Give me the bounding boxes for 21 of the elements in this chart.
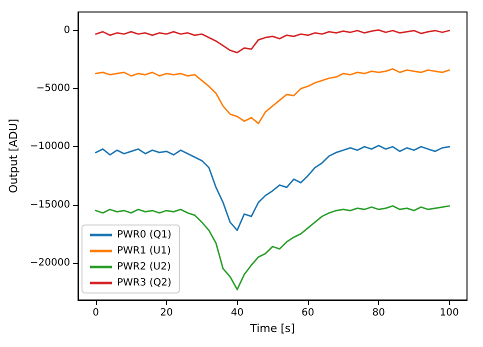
x-tick-label: 100	[440, 308, 459, 318]
legend-label: PWR2 (U2)	[117, 262, 171, 272]
line-series	[95, 205, 450, 290]
y-tick-label: −5000	[36, 83, 70, 94]
y-tick-label: −20000	[30, 257, 70, 268]
x-axis-title: Time [s]	[249, 322, 295, 335]
y-tick-label: −10000	[30, 141, 70, 152]
legend-label: PWR0 (Q1)	[117, 230, 172, 240]
line-series	[95, 144, 450, 232]
y-tick-label: −15000	[30, 199, 70, 210]
legend-label: PWR1 (U1)	[117, 246, 171, 256]
x-tick-label: 40	[230, 308, 244, 318]
y-tick-label: 0	[64, 25, 70, 36]
x-tick-label: 0	[92, 308, 99, 318]
legend-label: PWR3 (Q2)	[117, 278, 172, 288]
x-tick-label: 60	[302, 308, 314, 318]
line-series	[95, 68, 450, 124]
y-axis-title: Output [ADU]	[7, 118, 20, 194]
line-series	[95, 29, 450, 54]
x-tick-label: 80	[372, 308, 385, 318]
x-tick-label: 20	[160, 308, 173, 318]
